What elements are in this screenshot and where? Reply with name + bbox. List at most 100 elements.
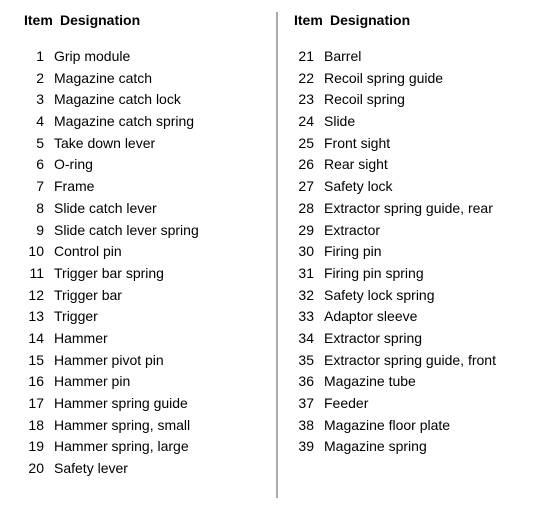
list-row: 22Recoil spring guide (294, 68, 532, 90)
list-row: 6O-ring (24, 154, 262, 176)
item-designation: Firing pin spring (324, 263, 532, 285)
item-designation: Safety lock (324, 176, 532, 198)
list-row: 13Trigger (24, 306, 262, 328)
item-designation: Trigger bar spring (54, 263, 262, 285)
list-row: 34Extractor spring (294, 328, 532, 350)
list-row: 31Firing pin spring (294, 263, 532, 285)
item-number: 37 (294, 393, 324, 415)
item-number: 1 (24, 46, 54, 68)
list-row: 2Magazine catch (24, 68, 262, 90)
item-designation: Extractor spring (324, 328, 532, 350)
column-header: Item Designation (294, 12, 532, 28)
item-designation: Safety lock spring (324, 285, 532, 307)
list-row: 27Safety lock (294, 176, 532, 198)
list-row: 30Firing pin (294, 241, 532, 263)
item-designation: Magazine catch lock (54, 89, 262, 111)
item-number: 20 (24, 458, 54, 480)
header-item: Item (24, 12, 60, 28)
item-number: 13 (24, 306, 54, 328)
item-designation: Magazine spring (324, 436, 532, 458)
list-row: 37Feeder (294, 393, 532, 415)
item-designation: Adaptor sleeve (324, 306, 532, 328)
item-designation: Hammer pin (54, 371, 262, 393)
item-number: 36 (294, 371, 324, 393)
column-left: Item Designation 1Grip module2Magazine c… (16, 12, 278, 498)
rows-left: 1Grip module2Magazine catch3Magazine cat… (24, 46, 262, 480)
list-row: 29Extractor (294, 220, 532, 242)
item-designation: Slide catch lever (54, 198, 262, 220)
item-designation: Firing pin (324, 241, 532, 263)
list-row: 25Front sight (294, 133, 532, 155)
item-number: 21 (294, 46, 324, 68)
item-number: 15 (24, 350, 54, 372)
list-row: 7Frame (24, 176, 262, 198)
list-row: 26Rear sight (294, 154, 532, 176)
item-number: 4 (24, 111, 54, 133)
item-number: 9 (24, 220, 54, 242)
item-designation: Grip module (54, 46, 262, 68)
item-designation: Hammer pivot pin (54, 350, 262, 372)
item-designation: Magazine tube (324, 371, 532, 393)
list-row: 16Hammer pin (24, 371, 262, 393)
item-number: 17 (24, 393, 54, 415)
item-number: 30 (294, 241, 324, 263)
item-number: 28 (294, 198, 324, 220)
list-row: 1Grip module (24, 46, 262, 68)
item-number: 29 (294, 220, 324, 242)
column-header: Item Designation (24, 12, 262, 28)
item-number: 25 (294, 133, 324, 155)
item-number: 6 (24, 154, 54, 176)
item-designation: Trigger (54, 306, 262, 328)
item-number: 12 (24, 285, 54, 307)
item-number: 23 (294, 89, 324, 111)
item-number: 7 (24, 176, 54, 198)
item-number: 33 (294, 306, 324, 328)
item-number: 5 (24, 133, 54, 155)
list-row: 14Hammer (24, 328, 262, 350)
item-number: 32 (294, 285, 324, 307)
list-row: 32Safety lock spring (294, 285, 532, 307)
item-number: 16 (24, 371, 54, 393)
list-row: 36Magazine tube (294, 371, 532, 393)
item-number: 2 (24, 68, 54, 90)
list-row: 17Hammer spring guide (24, 393, 262, 415)
item-designation: Hammer spring guide (54, 393, 262, 415)
item-designation: Magazine catch spring (54, 111, 262, 133)
list-row: 28Extractor spring guide, rear (294, 198, 532, 220)
list-row: 9Slide catch lever spring (24, 220, 262, 242)
item-number: 22 (294, 68, 324, 90)
item-number: 35 (294, 350, 324, 372)
item-number: 3 (24, 89, 54, 111)
item-number: 38 (294, 415, 324, 437)
item-designation: Hammer spring, large (54, 436, 262, 458)
item-designation: Control pin (54, 241, 262, 263)
list-row: 23Recoil spring (294, 89, 532, 111)
item-number: 24 (294, 111, 324, 133)
list-row: 12Trigger bar (24, 285, 262, 307)
item-designation: Take down lever (54, 133, 262, 155)
item-number: 18 (24, 415, 54, 437)
header-designation: Designation (60, 12, 262, 28)
item-designation: Frame (54, 176, 262, 198)
item-designation: O-ring (54, 154, 262, 176)
list-row: 11Trigger bar spring (24, 263, 262, 285)
list-row: 10Control pin (24, 241, 262, 263)
item-number: 34 (294, 328, 324, 350)
list-row: 24Slide (294, 111, 532, 133)
list-row: 20Safety lever (24, 458, 262, 480)
header-item: Item (294, 12, 330, 28)
list-row: 21Barrel (294, 46, 532, 68)
item-designation: Barrel (324, 46, 532, 68)
list-row: 35Extractor spring guide, front (294, 350, 532, 372)
item-designation: Extractor spring guide, rear (324, 198, 532, 220)
item-designation: Feeder (324, 393, 532, 415)
item-number: 8 (24, 198, 54, 220)
item-designation: Rear sight (324, 154, 532, 176)
list-row: 19Hammer spring, large (24, 436, 262, 458)
item-designation: Hammer (54, 328, 262, 350)
rows-right: 21Barrel22Recoil spring guide23Recoil sp… (294, 46, 532, 458)
list-row: 38Magazine floor plate (294, 415, 532, 437)
item-designation: Slide (324, 111, 532, 133)
list-row: 8Slide catch lever (24, 198, 262, 220)
list-row: 39Magazine spring (294, 436, 532, 458)
